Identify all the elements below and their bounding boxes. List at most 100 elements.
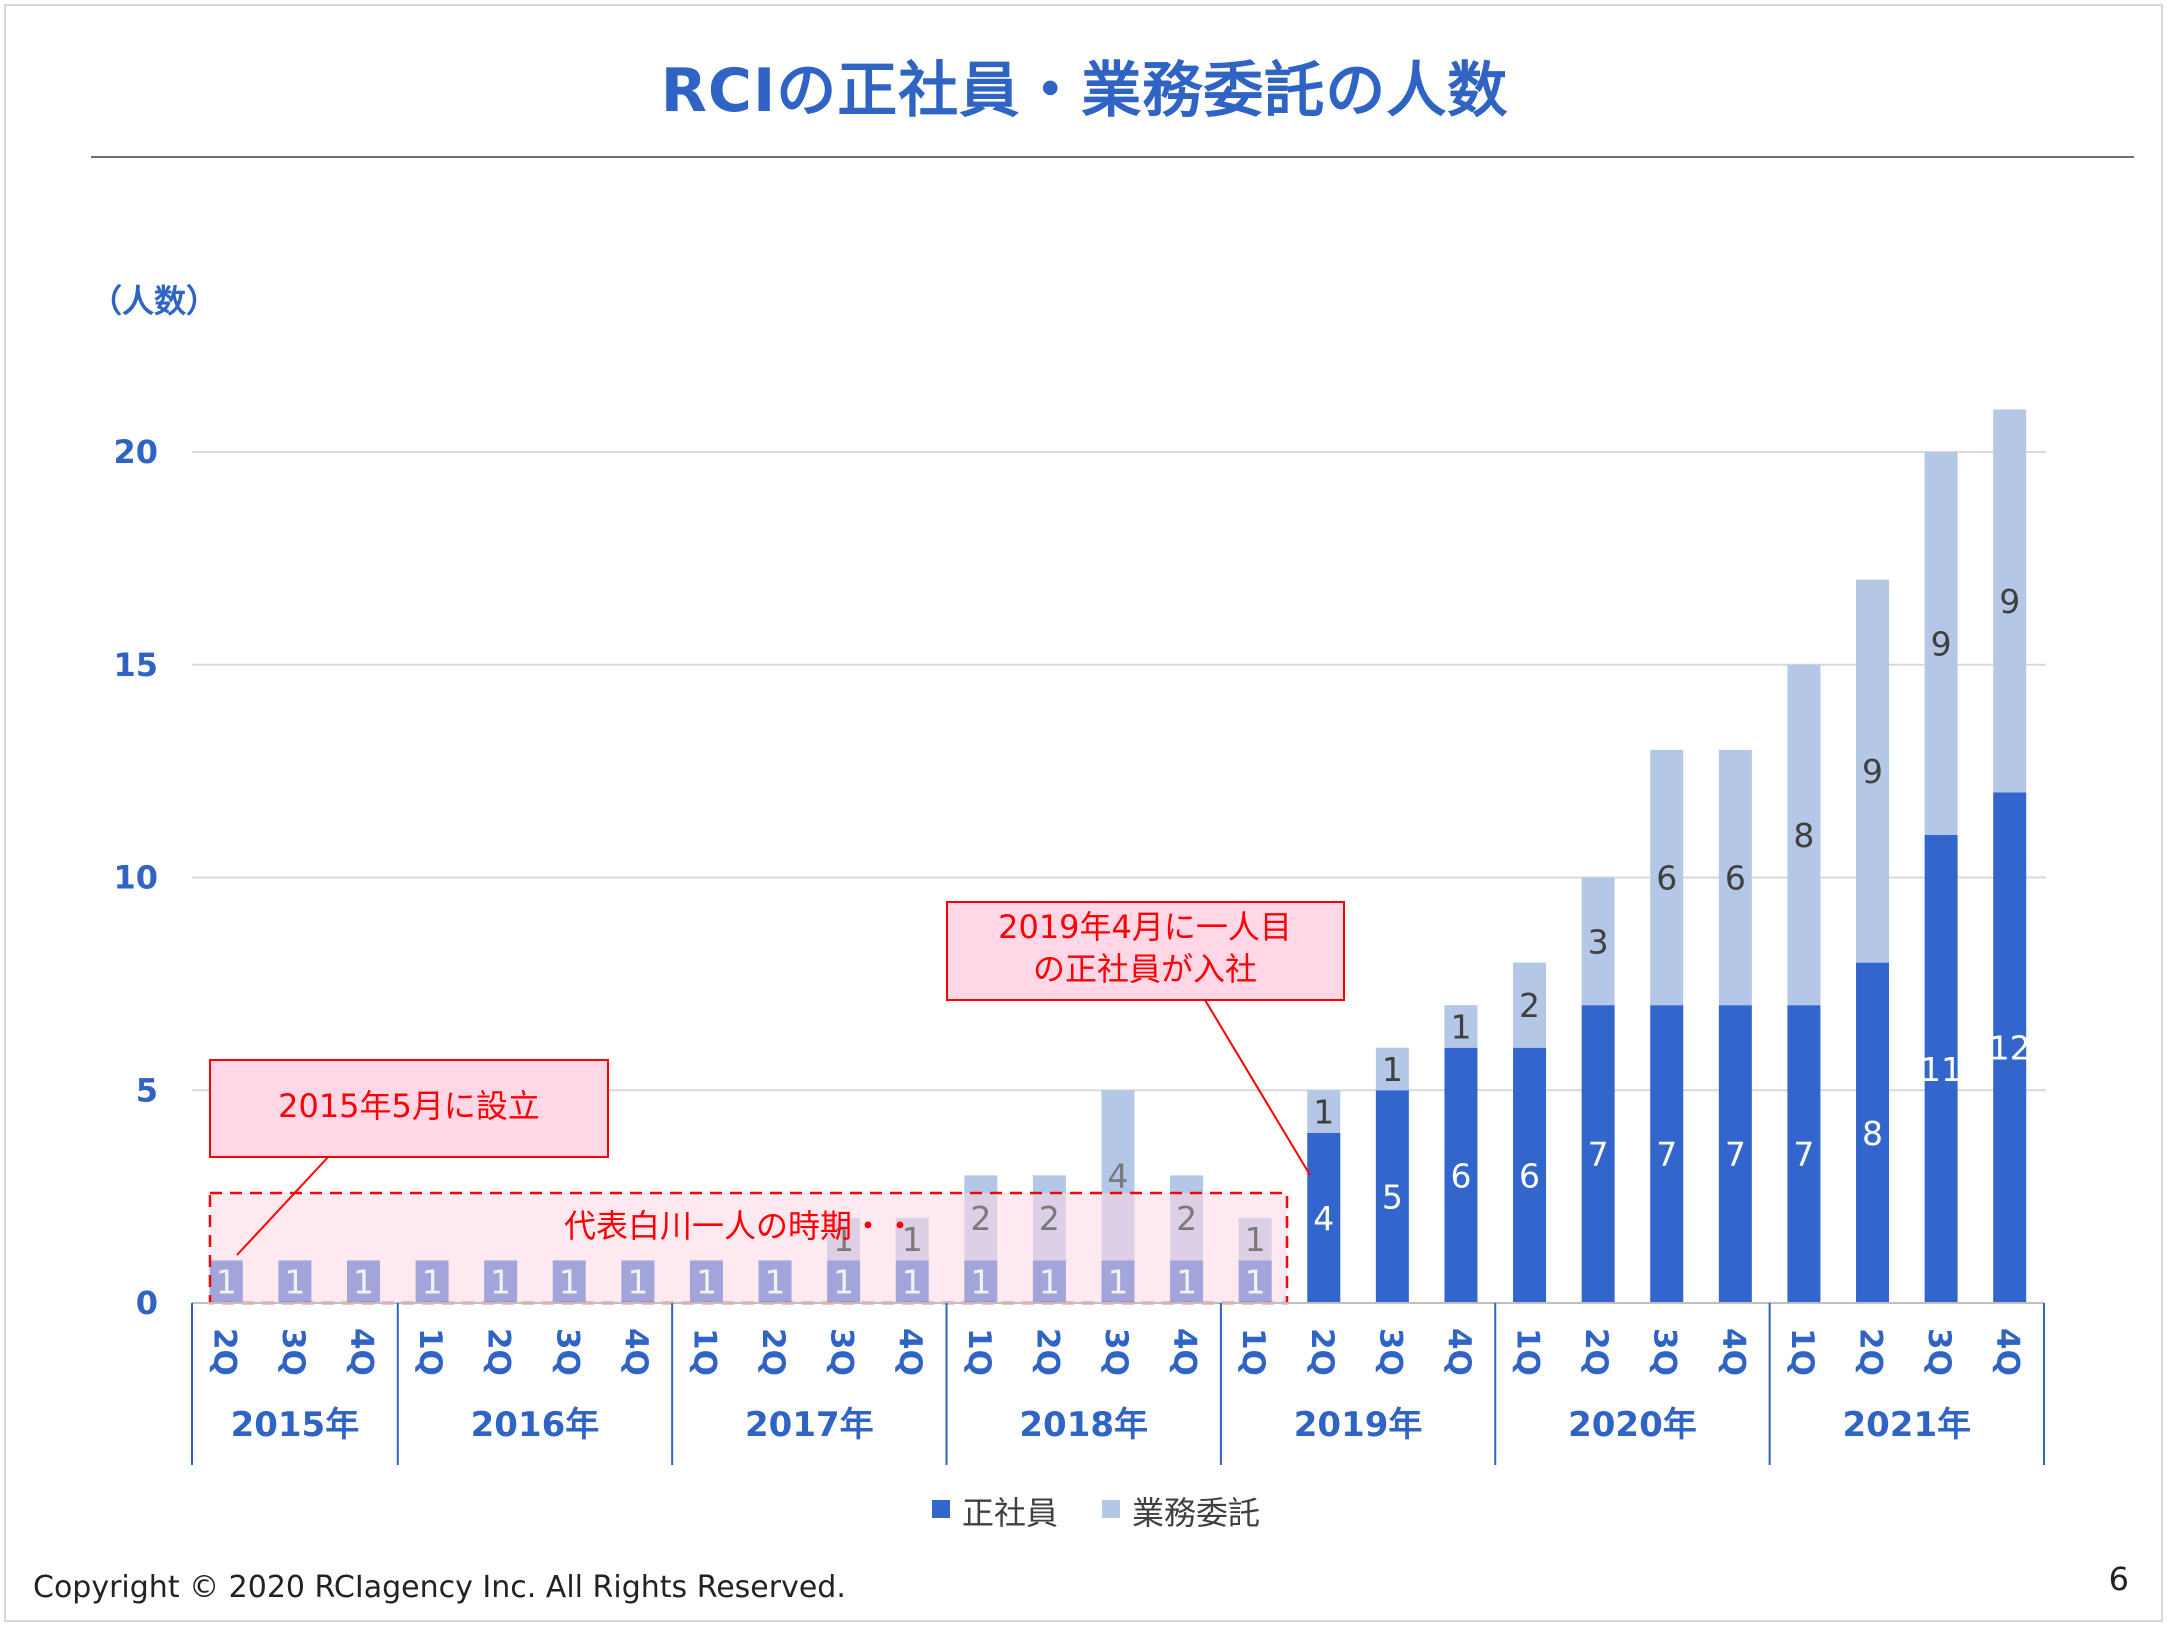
data-label-seishain: 7 (1793, 1135, 1814, 1174)
y-tick-label: 10 (113, 859, 158, 897)
data-label-gyomu-itaku: 1 (1313, 1093, 1334, 1132)
y-tick-label: 15 (113, 646, 158, 684)
x-tick-label: 1Q (1784, 1328, 1820, 1376)
first-employee-callout-box (946, 901, 1345, 1001)
bar-seishain (1718, 1005, 1752, 1303)
x-tick-label: 2Q (1853, 1328, 1889, 1376)
x-tick-label: 2Q (206, 1328, 242, 1376)
year-label: 2020年 (1568, 1405, 1697, 1445)
bar-seishain (1375, 1090, 1409, 1303)
bar-gyomu-itaku (1444, 1005, 1478, 1048)
solo-period-text: 代表白川一人の時期・・ (564, 1207, 916, 1245)
data-label-seishain: 6 (1519, 1156, 1540, 1195)
x-tick-label: 3Q (1647, 1328, 1683, 1376)
data-label-gyomu-itaku: 1 (902, 1220, 923, 1259)
data-label-gyomu-itaku: 2 (1176, 1199, 1197, 1238)
x-tick-label: 4Q (892, 1328, 928, 1376)
data-label-seishain: 1 (284, 1263, 305, 1302)
bar-gyomu-itaku (1856, 579, 1890, 963)
data-label-gyomu-itaku: 6 (1656, 859, 1677, 898)
x-tick-label: 3Q (1921, 1328, 1957, 1376)
y-axis-unit-label: （人数） (90, 282, 219, 320)
founded-callout-box (209, 1059, 609, 1158)
x-tick-label: 4Q (1990, 1328, 2026, 1376)
x-tick-label: 1Q (961, 1328, 997, 1376)
title-divider (91, 156, 2134, 158)
first-employee-callout-text: の正社員が入社 (1033, 950, 1257, 988)
callout-line (236, 1154, 331, 1256)
legend-label-seishain: 正社員 (962, 1494, 1058, 1532)
data-label-seishain: 7 (1725, 1135, 1746, 1174)
data-label-seishain: 4 (1313, 1199, 1334, 1238)
x-tick-label: 4Q (1167, 1328, 1203, 1376)
x-tick-label: 2Q (1029, 1328, 1065, 1376)
bar-seishain (1993, 792, 2027, 1303)
bar-seishain (1581, 1005, 1615, 1303)
data-label-gyomu-itaku: 2 (1039, 1199, 1060, 1238)
founded-callout-text: 2015年5月に設立 (278, 1087, 540, 1125)
year-label: 2017年 (745, 1405, 874, 1445)
bar-seishain (1307, 1132, 1341, 1303)
data-label-seishain: 1 (833, 1263, 854, 1302)
bar-gyomu-itaku (1924, 452, 1958, 835)
first-employee-callout-text: 2019年4月に一人目 (998, 908, 1292, 946)
year-label: 2015年 (231, 1405, 360, 1445)
x-tick-label: 1Q (686, 1328, 722, 1376)
data-label-gyomu-itaku: 2 (1519, 986, 1540, 1025)
y-tick-label: 5 (136, 1071, 158, 1109)
bar-seishain (1856, 962, 1890, 1303)
bar-gyomu-itaku (1513, 962, 1547, 1048)
data-label-gyomu-itaku: 8 (1793, 816, 1814, 855)
data-label-seishain: 1 (1245, 1263, 1266, 1302)
legend-swatch-gyomu-itaku (1102, 1500, 1120, 1518)
x-tick-label: 3Q (1372, 1328, 1408, 1376)
data-label-gyomu-itaku: 1 (833, 1220, 854, 1259)
year-label: 2018年 (1019, 1405, 1148, 1445)
data-label-seishain: 1 (696, 1263, 717, 1302)
x-tick-label: 2Q (755, 1328, 791, 1376)
callout-line (1204, 999, 1311, 1176)
data-label-gyomu-itaku: 9 (1931, 624, 1952, 663)
data-label-gyomu-itaku: 9 (1999, 582, 2020, 621)
data-label-gyomu-itaku: 9 (1862, 752, 1883, 791)
data-label-seishain: 7 (1588, 1135, 1609, 1174)
x-tick-label: 2Q (1578, 1328, 1614, 1376)
bar-seishain (1787, 1005, 1821, 1303)
page-title: RCIの正社員・業務委託の人数 (660, 56, 1509, 126)
data-label-seishain: 1 (353, 1263, 374, 1302)
data-label-seishain: 12 (1989, 1029, 2031, 1068)
data-label-seishain: 11 (1920, 1050, 1962, 1089)
legend-swatch-seishain (932, 1500, 950, 1518)
data-label-seishain: 1 (765, 1263, 786, 1302)
x-tick-label: 2Q (481, 1328, 517, 1376)
data-label-seishain: 1 (216, 1263, 237, 1302)
page-number: 6 (2108, 1560, 2129, 1598)
x-tick-label: 4Q (1715, 1328, 1751, 1376)
x-tick-label: 3Q (1098, 1328, 1134, 1376)
data-label-gyomu-itaku: 1 (1245, 1220, 1266, 1259)
data-label-gyomu-itaku: 1 (1382, 1050, 1403, 1089)
x-tick-label: 3Q (549, 1328, 585, 1376)
y-tick-label: 0 (136, 1284, 158, 1322)
x-tick-label: 1Q (1510, 1328, 1546, 1376)
bar-seishain (1650, 1005, 1684, 1303)
data-label-seishain: 1 (627, 1263, 648, 1302)
data-label-gyomu-itaku: 2 (970, 1199, 991, 1238)
x-tick-label: 3Q (275, 1328, 311, 1376)
data-label-gyomu-itaku: 6 (1725, 859, 1746, 898)
bar-gyomu-itaku (1650, 749, 1684, 1006)
x-tick-label: 1Q (412, 1328, 448, 1376)
bar-gyomu-itaku (1581, 877, 1615, 1006)
x-tick-label: 1Q (1235, 1328, 1271, 1376)
x-tick-label: 3Q (824, 1328, 860, 1376)
x-tick-label: 2Q (1304, 1328, 1340, 1376)
x-tick-label: 4Q (1441, 1328, 1477, 1376)
x-tick-label: 4Q (618, 1328, 654, 1376)
bar-gyomu-itaku (1375, 1047, 1409, 1091)
data-label-seishain: 1 (1108, 1263, 1129, 1302)
data-label-seishain: 7 (1656, 1135, 1677, 1174)
data-label-seishain: 6 (1450, 1156, 1471, 1195)
bar-gyomu-itaku (1307, 1090, 1341, 1133)
data-label-gyomu-itaku: 4 (1108, 1156, 1129, 1195)
